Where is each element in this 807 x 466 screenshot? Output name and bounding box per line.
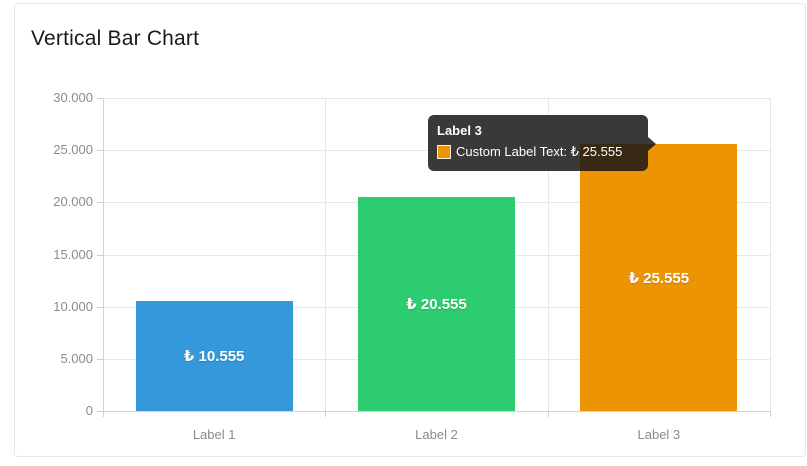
tooltip-label: Custom Label Text: ₺ 25.555 xyxy=(456,144,623,159)
tooltip-title: Label 3 xyxy=(437,123,482,138)
bar-label-1[interactable]: ₺ 10.555 xyxy=(135,300,293,411)
chart-card: Vertical Bar Chart ₺ 10.555 ₺ 20.555 ₺ 25.… xyxy=(14,3,806,457)
gridline-v xyxy=(770,98,771,411)
x-axis-tick xyxy=(547,411,549,417)
y-axis-tick xyxy=(97,306,103,308)
gridline-v xyxy=(547,98,549,411)
bar-value-label: ₺ 10.555 xyxy=(183,347,245,365)
x-tick-label: Label 2 xyxy=(415,427,458,442)
x-axis-tick xyxy=(325,411,327,417)
y-tick-label: 5.000 xyxy=(60,350,93,366)
y-axis-tick xyxy=(97,411,103,412)
tooltip-caret-icon xyxy=(648,137,656,151)
gridline-h xyxy=(103,98,770,99)
y-axis-tick xyxy=(97,358,103,360)
x-tick-label: Label 1 xyxy=(192,427,236,442)
y-tick-label: 20.000 xyxy=(53,194,93,210)
y-axis-tick xyxy=(97,254,103,256)
vertical-bar-chart: ₺ 10.555 ₺ 20.555 ₺ 25.555 0 5.000 10.000 15.… xyxy=(15,4,805,456)
x-tick-label: Label 3 xyxy=(637,427,681,442)
y-tick-label: 0 xyxy=(85,403,93,418)
x-axis-tick xyxy=(103,411,104,417)
y-tick-label: 10.000 xyxy=(53,298,93,314)
y-axis-tick xyxy=(97,202,103,204)
x-axis-tick xyxy=(770,411,771,417)
bar-value-label: ₺ 20.555 xyxy=(406,295,467,313)
tooltip: Label 3 Custom Label Text: ₺ 25.555 xyxy=(428,115,656,171)
gridline-v xyxy=(325,98,327,411)
bar-label-3[interactable]: ₺ 25.555 xyxy=(580,144,738,411)
chart-title: Vertical Bar Chart xyxy=(31,27,200,50)
gridline-h xyxy=(103,411,770,412)
gridline-v xyxy=(103,98,104,411)
y-axis-tick xyxy=(97,150,103,152)
y-tick-label: 30.000 xyxy=(53,90,93,105)
bar-label-2[interactable]: ₺ 20.555 xyxy=(358,196,515,411)
tooltip-body: Custom Label Text: ₺ 25.555 xyxy=(437,144,639,160)
y-axis-tick xyxy=(97,98,103,99)
y-tick-label: 25.000 xyxy=(53,142,93,158)
tooltip-color-swatch xyxy=(437,145,451,159)
bar-value-label: ₺ 25.555 xyxy=(628,269,690,287)
y-tick-label: 15.000 xyxy=(53,246,93,262)
